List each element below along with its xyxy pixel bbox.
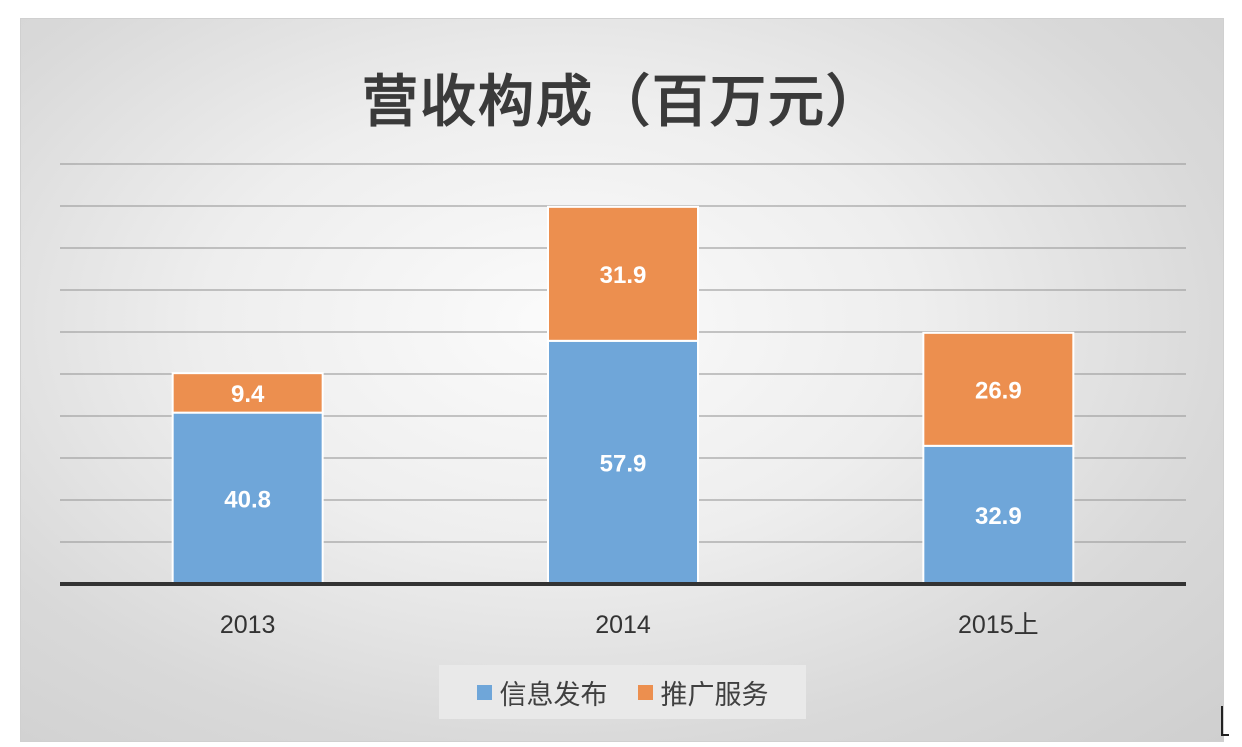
data-label-2014-series-1: 31.9 [600, 262, 647, 289]
data-label-2013-series-1: 9.4 [231, 381, 265, 408]
legend-label-promo: 推广服务 [660, 679, 769, 711]
x-tick-label: 2015上 [958, 611, 1039, 639]
bar-2013-series-1 [171, 372, 324, 414]
data-label-2013-series-0: 40.8 [224, 486, 271, 513]
bar-2014-series-1 [547, 205, 699, 342]
bar-2013-series-0 [171, 411, 324, 586]
legend: 信息发布 推广服务 [439, 665, 806, 719]
data-label-2015上-series-1: 26.9 [975, 377, 1022, 404]
data-label-2014-series-0: 57.9 [600, 450, 647, 477]
x-tick-label: 2014 [595, 611, 651, 639]
legend-swatch-info [476, 684, 492, 700]
plot-area: 40.8 9.4 2013 57.9 31.9 2014 32.9 26.9 2015上 [60, 163, 1186, 639]
data-label-2015上-series-0: 32.9 [975, 503, 1022, 530]
legend-swatch-promo [637, 684, 653, 700]
bar-2015上-series-1 [922, 331, 1075, 447]
legend-item-info: 信息发布 [476, 673, 608, 712]
bar-2014-series-0 [547, 339, 699, 585]
corner-mark [1221, 706, 1223, 736]
bar-2015上-series-0 [922, 444, 1075, 585]
legend-item-promo: 推广服务 [637, 673, 769, 712]
chart-title: 营收构成（百万元） [362, 69, 884, 135]
chart-area: 营收构成（百万元） 40.8 9.4 2013 57.9 31.9 2014 32.9 26.… [20, 18, 1224, 742]
corner-mark-foot [1221, 734, 1229, 736]
legend-label-info: 信息发布 [499, 679, 608, 711]
x-tick-label: 2013 [220, 611, 276, 639]
